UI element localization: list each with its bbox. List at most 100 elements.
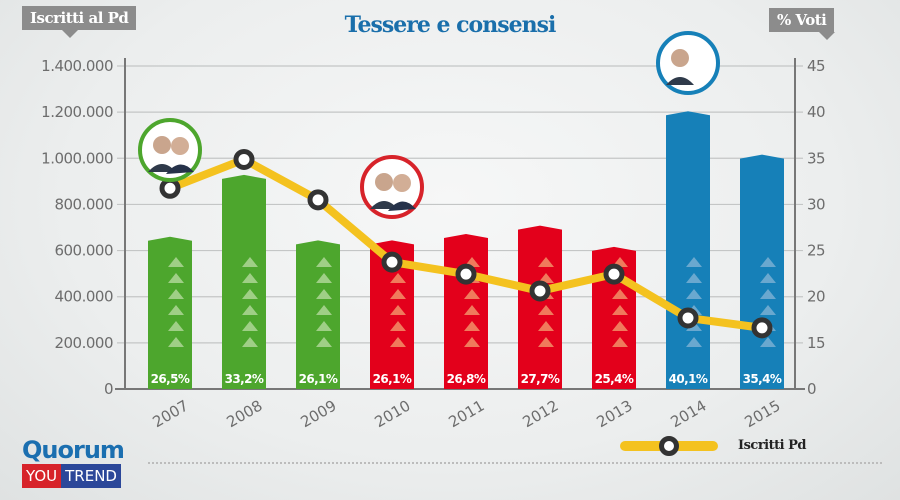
bar-arrow-icon — [390, 273, 406, 283]
bar-arrow-icon — [612, 337, 628, 347]
suit-icon — [370, 201, 398, 209]
x-tick-label: 2008 — [223, 397, 265, 432]
logo-youtrend: YOU TREND — [22, 464, 124, 488]
right-tick-label: 40 — [807, 103, 825, 121]
bar-arrow-icon — [390, 289, 406, 299]
bar-arrow-icon — [538, 337, 554, 347]
line-point — [455, 263, 477, 285]
left-tick-label: 1.000.000 — [41, 149, 113, 167]
legend-line-swatch — [620, 435, 718, 456]
portrait-icon — [138, 118, 202, 182]
face-icon — [671, 49, 689, 67]
bar-value-label: 35,4% — [743, 372, 782, 386]
bar-arrow-icon — [168, 337, 184, 347]
left-tick-label: 1.200.000 — [41, 103, 113, 121]
x-tick-label: 2015 — [741, 397, 783, 432]
left-tick-label: 600.000 — [54, 242, 113, 260]
bar-arrow-icon — [686, 273, 702, 283]
line-point — [529, 280, 551, 302]
legend-label: Iscritti Pd — [738, 438, 806, 453]
left-tick-label: 400.000 — [54, 288, 113, 306]
bar-arrow-icon — [390, 321, 406, 331]
face-icon — [171, 137, 189, 155]
bar-arrow-icon — [168, 289, 184, 299]
bar-arrow-icon — [168, 321, 184, 331]
bar-arrow-icon — [242, 305, 258, 315]
portrait-icon — [656, 31, 720, 95]
bar-arrow-icon — [464, 289, 480, 299]
bar-arrow-icon — [390, 305, 406, 315]
logo-you: YOU — [22, 464, 62, 488]
logo-quorum: Quorum — [22, 436, 125, 464]
right-tick-label: 0 — [807, 380, 816, 398]
legend-marker-icon — [659, 435, 679, 456]
line-point — [159, 177, 181, 199]
bar-arrow-icon — [316, 305, 332, 315]
bar-arrow-icon — [464, 337, 480, 347]
bar-arrow-icon — [242, 289, 258, 299]
bar-arrow-icon — [538, 321, 554, 331]
bar — [444, 233, 488, 389]
bar-value-label: 26,1% — [373, 372, 412, 386]
logo-trend: TREND — [61, 464, 121, 488]
portrait-icon — [360, 155, 424, 219]
x-tick-label: 2007 — [149, 397, 191, 432]
divider — [148, 462, 618, 464]
bar — [666, 111, 710, 389]
x-tick-label: 2010 — [371, 397, 413, 432]
face-icon — [393, 174, 411, 192]
bar-arrow-icon — [390, 337, 406, 347]
line-point — [307, 189, 329, 211]
chart-title: Tessere e consensi — [344, 12, 557, 38]
x-tick-label: 2011 — [445, 397, 487, 432]
bar-value-label: 25,4% — [595, 372, 634, 386]
line-point — [233, 148, 255, 170]
bar-arrow-icon — [612, 305, 628, 315]
x-tick-label: 2012 — [519, 397, 561, 432]
bar-arrow-icon — [464, 305, 480, 315]
line-point — [677, 307, 699, 329]
line-point — [603, 263, 625, 285]
bar-arrow-icon — [686, 289, 702, 299]
bar-arrow-icon — [760, 273, 776, 283]
right-tick-label: 35 — [807, 149, 825, 167]
bar-value-label: 33,2% — [225, 372, 264, 386]
x-tick-label: 2014 — [667, 397, 709, 432]
bar-arrow-icon — [760, 337, 776, 347]
bar-arrow-icon — [316, 289, 332, 299]
right-tick-label: 30 — [807, 195, 825, 213]
left-tick-label: 0 — [104, 380, 113, 398]
left-tick-label: 1.400.000 — [41, 57, 113, 75]
bar-arrow-icon — [242, 273, 258, 283]
face-icon — [375, 173, 393, 191]
bar-value-label: 26,8% — [447, 372, 486, 386]
right-tick-label: 45 — [807, 57, 825, 75]
right-tick-label: 25 — [807, 242, 825, 260]
bar-arrow-icon — [760, 289, 776, 299]
bar-arrow-icon — [612, 289, 628, 299]
bar-arrow-icon — [760, 257, 776, 267]
bar-arrow-icon — [686, 257, 702, 267]
bar-arrow-icon — [316, 337, 332, 347]
right-tick-label: 15 — [807, 334, 825, 352]
bar-arrow-icon — [316, 321, 332, 331]
bar-arrow-icon — [316, 273, 332, 283]
bar-arrow-icon — [538, 305, 554, 315]
bar-arrow-icon — [760, 305, 776, 315]
right-tick-label: 20 — [807, 288, 825, 306]
bar-arrow-icon — [538, 257, 554, 267]
line-point — [751, 317, 773, 339]
legend: Iscritti Pd — [620, 435, 806, 456]
bar-arrow-icon — [168, 305, 184, 315]
x-tick-label: 2013 — [593, 397, 635, 432]
logo: Quorum YOU TREND — [22, 436, 125, 488]
bar-arrow-icon — [242, 337, 258, 347]
bar-arrow-icon — [464, 321, 480, 331]
face-icon — [153, 136, 171, 154]
suit-icon — [666, 77, 694, 85]
bar — [740, 154, 784, 389]
bar-arrow-icon — [538, 273, 554, 283]
x-tick-label: 2009 — [297, 397, 339, 432]
left-axis-title: Iscritti al Pd — [22, 6, 137, 38]
